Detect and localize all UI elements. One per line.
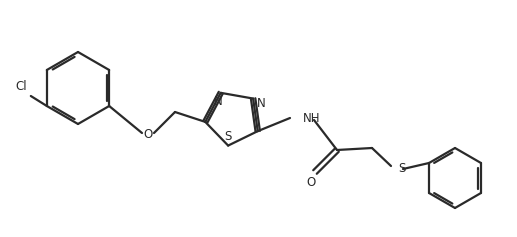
Text: Cl: Cl bbox=[15, 81, 27, 94]
Text: S: S bbox=[398, 163, 405, 176]
Text: NH: NH bbox=[303, 111, 321, 124]
Text: S: S bbox=[224, 130, 232, 143]
Text: N: N bbox=[257, 97, 266, 110]
Text: N: N bbox=[215, 95, 223, 108]
Text: O: O bbox=[307, 176, 315, 188]
Text: O: O bbox=[143, 128, 153, 141]
